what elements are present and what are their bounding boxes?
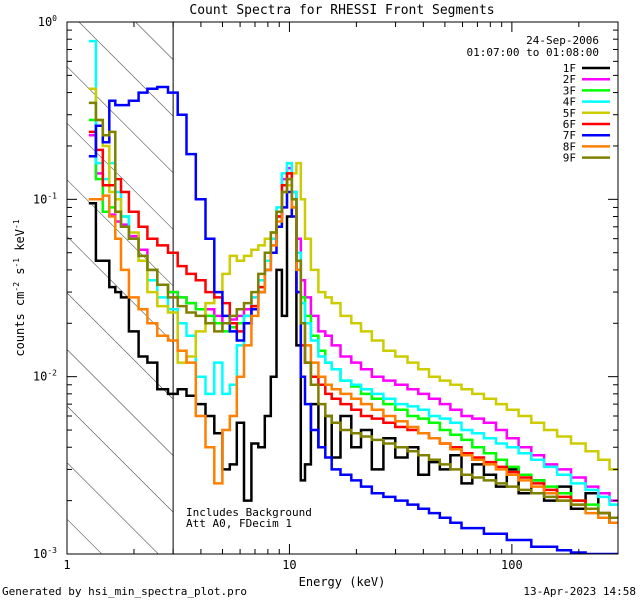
series-4F xyxy=(88,39,618,506)
legend-label-3F: 3F xyxy=(563,84,576,97)
series-9F xyxy=(88,101,618,520)
legend-label-5F: 5F xyxy=(563,107,576,120)
x-axis: 1 10 100 xyxy=(63,22,619,572)
chart-title: Count Spectra for RHESSI Front Segments xyxy=(189,3,494,18)
time-range: 01:07:00 to 01:08:00 xyxy=(467,46,599,59)
observation-date: 24-Sep-2006 xyxy=(526,34,599,47)
x-axis-label: Energy (keV) xyxy=(299,575,386,589)
x-tick-label: 1 xyxy=(63,558,70,572)
generated-by: Generated by hsi_min_spectra_plot.pro xyxy=(2,585,247,598)
generated-timestamp: 13-Apr-2023 14:58 xyxy=(523,585,636,598)
series-layer xyxy=(88,39,618,554)
y-tick-label: 100 xyxy=(38,14,57,29)
y-tick-label: 10-1 xyxy=(33,191,57,206)
x-tick-label: 100 xyxy=(501,558,523,572)
series-7F xyxy=(88,85,618,554)
legend-label-6F: 6F xyxy=(563,118,576,131)
y-tick-label: 10-2 xyxy=(33,369,57,384)
annotation-attenuator: Att A0, FDecim 1 xyxy=(186,517,292,530)
legend-label-2F: 2F xyxy=(563,73,576,86)
plot-frame xyxy=(66,21,619,555)
y-tick-label: 10-3 xyxy=(33,546,57,561)
y-axis-label: counts cm-2 s-1 keV-1 xyxy=(12,219,27,356)
hatched-region xyxy=(67,22,174,554)
legend-label-1F: 1F xyxy=(563,62,576,75)
legend-label-9F: 9F xyxy=(563,152,576,165)
annotation-background: Includes Background xyxy=(186,506,312,519)
y-axis: 100 10-1 10-2 10-3 xyxy=(33,14,618,561)
series-5F xyxy=(88,87,618,471)
legend-label-7F: 7F xyxy=(563,129,576,142)
legend-label-4F: 4F xyxy=(563,96,576,109)
x-tick-label: 10 xyxy=(282,558,296,572)
legend-label-8F: 8F xyxy=(563,140,576,153)
